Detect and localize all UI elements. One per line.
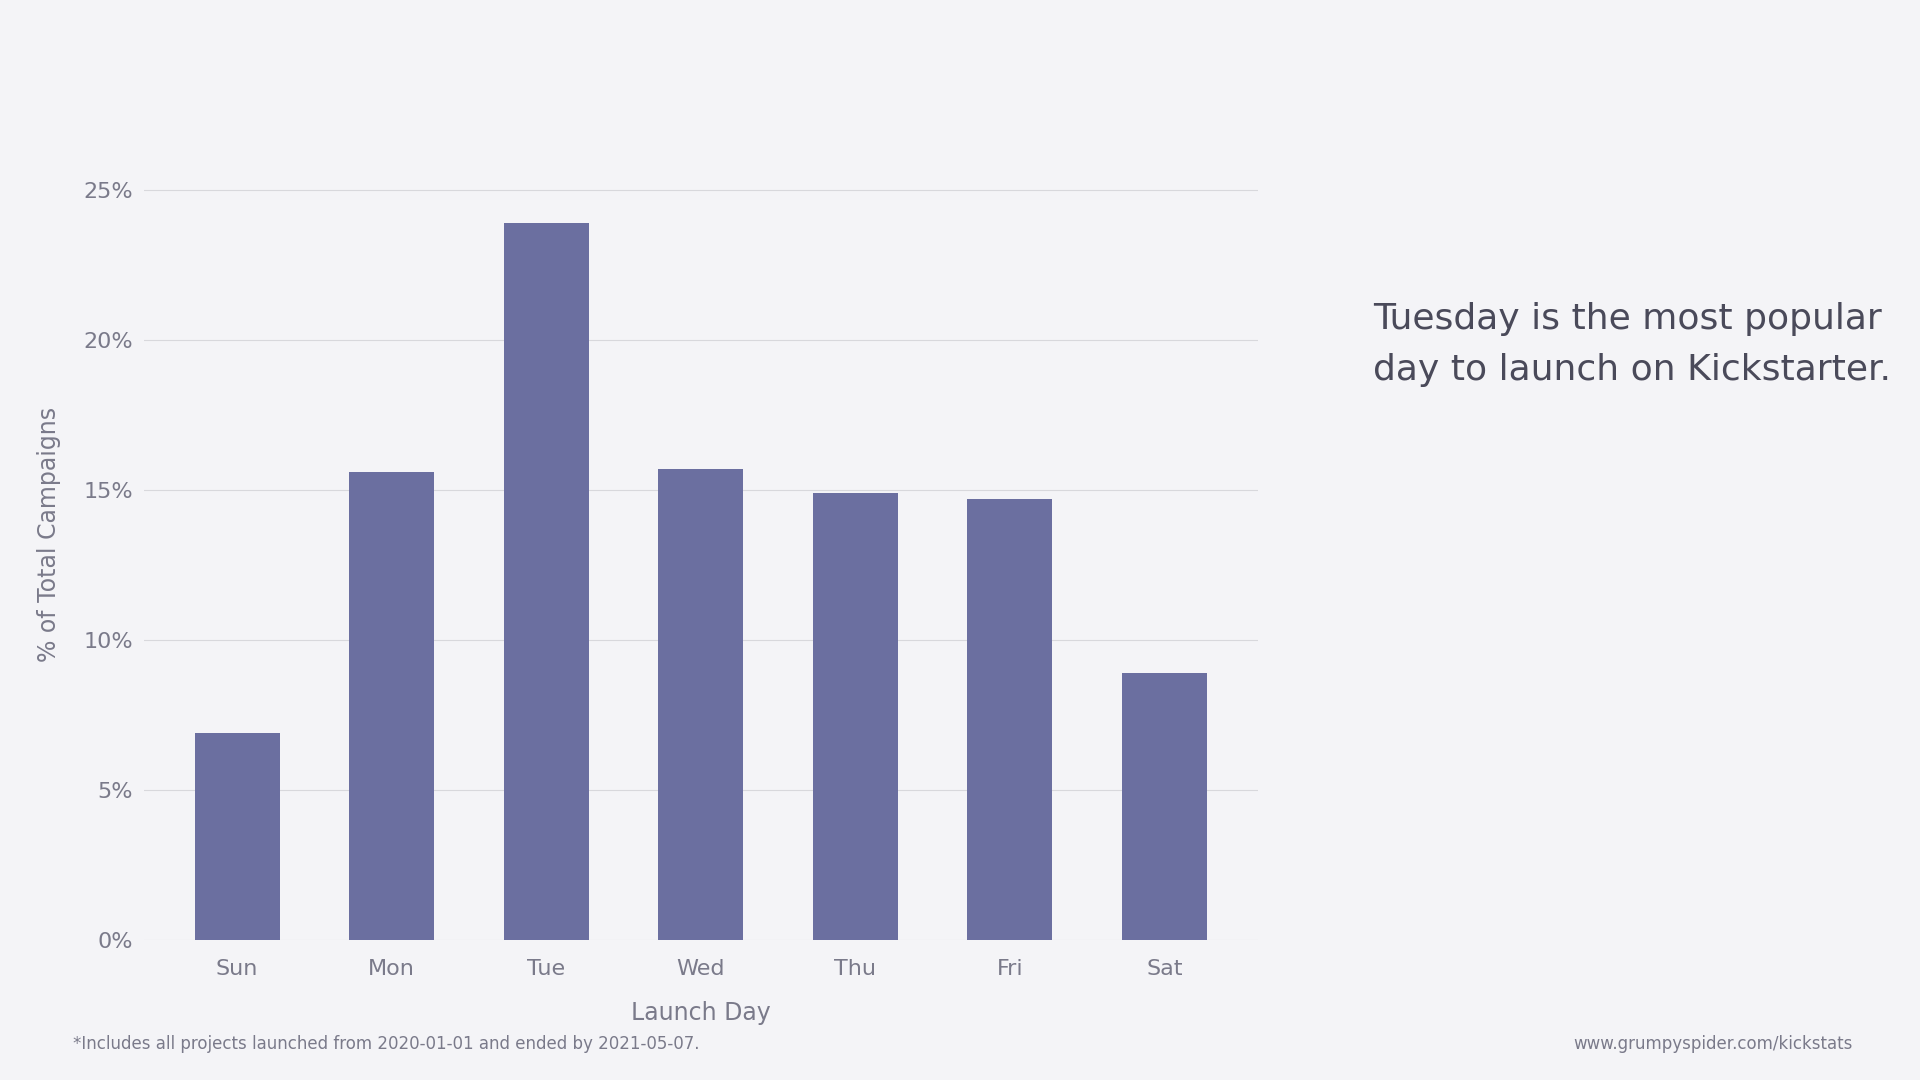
X-axis label: Launch Day: Launch Day	[632, 1001, 770, 1025]
Y-axis label: % of Total Campaigns: % of Total Campaigns	[36, 407, 61, 662]
Text: *Includes all projects launched from 2020-01-01 and ended by 2021-05-07.: *Includes all projects launched from 202…	[73, 1035, 699, 1053]
Bar	[968, 499, 1052, 940]
Bar	[349, 472, 434, 940]
Text: www.grumpyspider.com/kickstats: www.grumpyspider.com/kickstats	[1572, 1035, 1853, 1053]
Bar	[1121, 673, 1208, 940]
Bar	[812, 492, 899, 940]
Bar	[659, 469, 743, 940]
Bar	[503, 222, 589, 940]
Text: Tuesday is the most popular
day to launch on Kickstarter.: Tuesday is the most popular day to launc…	[1373, 302, 1891, 387]
Bar	[194, 732, 280, 940]
